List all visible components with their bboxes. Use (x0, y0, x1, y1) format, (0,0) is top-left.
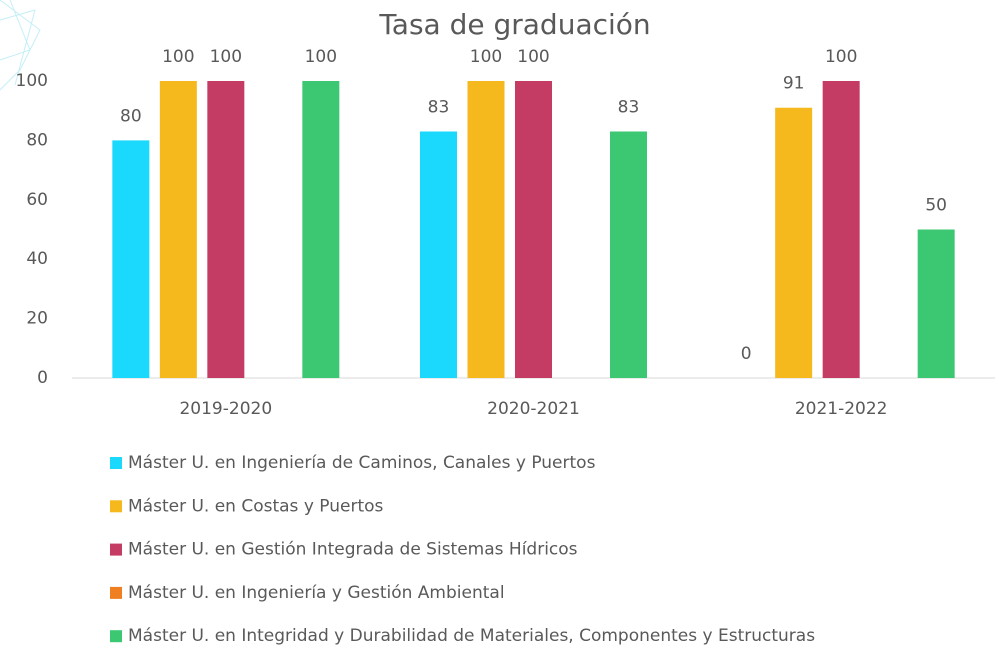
legend-label: Máster U. en Ingeniería y Gestión Ambien… (128, 583, 505, 603)
bar (775, 108, 812, 378)
bar (468, 81, 505, 378)
data-label: 100 (210, 47, 242, 67)
legend-label: Máster U. en Costas y Puertos (128, 496, 384, 516)
data-label: 100 (470, 47, 502, 67)
legend-swatch (110, 587, 122, 599)
y-tick-label: 100 (16, 71, 48, 91)
data-label: 100 (517, 47, 549, 67)
x-tick-label: 2021-2022 (795, 399, 888, 419)
y-tick-label: 20 (26, 309, 48, 329)
chart: Tasa de graduación 0 20 40 60 80 100 2019-2020… (0, 0, 999, 652)
bar (610, 131, 647, 378)
bar (207, 81, 244, 378)
y-tick-label: 0 (37, 368, 48, 388)
bar (112, 140, 149, 378)
data-label: 100 (305, 47, 337, 67)
y-tick-label: 40 (26, 249, 48, 269)
legend-label: Máster U. en Gestión Integrada de Sistem… (128, 540, 578, 560)
data-label: 83 (428, 97, 450, 117)
bar (823, 81, 860, 378)
legend-swatch (110, 544, 122, 556)
x-tick-label: 2020-2021 (487, 399, 580, 419)
data-label: 0 (741, 344, 752, 364)
x-tick-label: 2019-2020 (179, 399, 272, 419)
y-tick-label: 60 (26, 190, 48, 210)
data-label: 50 (925, 196, 947, 216)
data-label: 80 (120, 106, 142, 126)
legend-swatch (110, 500, 122, 512)
data-label: 83 (618, 97, 640, 117)
data-label: 91 (783, 74, 805, 94)
data-label: 100 (162, 47, 194, 67)
bar (515, 81, 552, 378)
legend-swatch (110, 630, 122, 642)
legend-label: Máster U. en Ingeniería de Caminos, Cana… (128, 453, 596, 473)
legend-label: Máster U. en Integridad y Durabilidad de… (128, 626, 815, 646)
legend-swatch (110, 457, 122, 469)
bar (420, 131, 457, 378)
bar (918, 230, 955, 379)
bar (302, 81, 339, 378)
chart-title: Tasa de graduación (378, 8, 650, 41)
bar (160, 81, 197, 378)
data-label: 100 (825, 47, 857, 67)
y-tick-label: 80 (26, 130, 48, 150)
